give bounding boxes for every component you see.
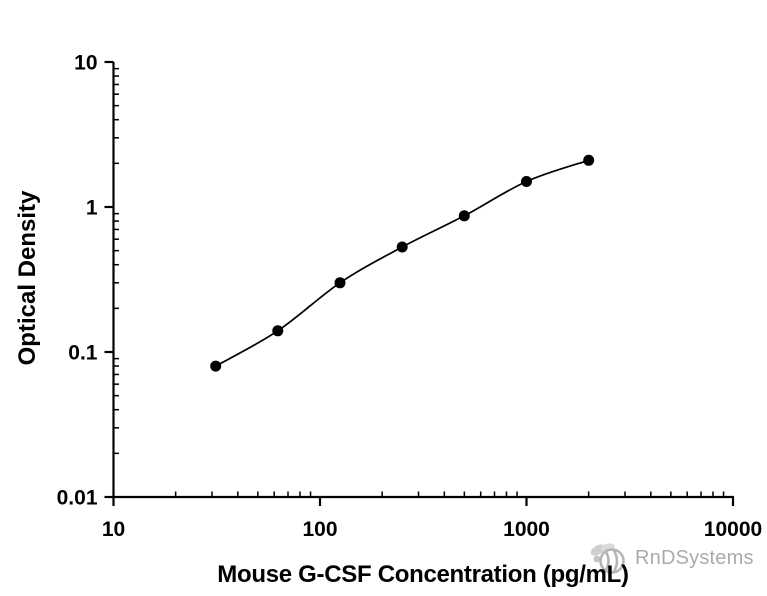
watermark-text: RnDSystems (635, 546, 754, 569)
y-tick-label: 1 (86, 197, 98, 220)
data-point (396, 241, 408, 253)
data-point (210, 360, 222, 372)
y-tick-label: 10 (74, 52, 97, 75)
x-tick-label: 100 (302, 518, 337, 541)
watermark: RnDSystems (588, 541, 754, 575)
bee-logo-icon (590, 543, 625, 574)
data-point (334, 277, 346, 289)
data-point (583, 154, 595, 166)
x-tick-label: 1000 (503, 518, 550, 541)
standard-curve-line (215, 159, 589, 367)
x-tick-label: 10000 (704, 518, 762, 541)
data-point (458, 210, 470, 222)
x-tick-label: 10 (102, 518, 125, 541)
y-tick-label: 0.1 (68, 342, 98, 365)
data-point (272, 325, 284, 337)
x-axis-title: Mouse G-CSF Concentration (pg/mL) (217, 561, 629, 588)
y-tick-label: 0.01 (57, 487, 98, 510)
y-axis-title: Optical Density (14, 190, 41, 366)
data-point (521, 176, 532, 187)
